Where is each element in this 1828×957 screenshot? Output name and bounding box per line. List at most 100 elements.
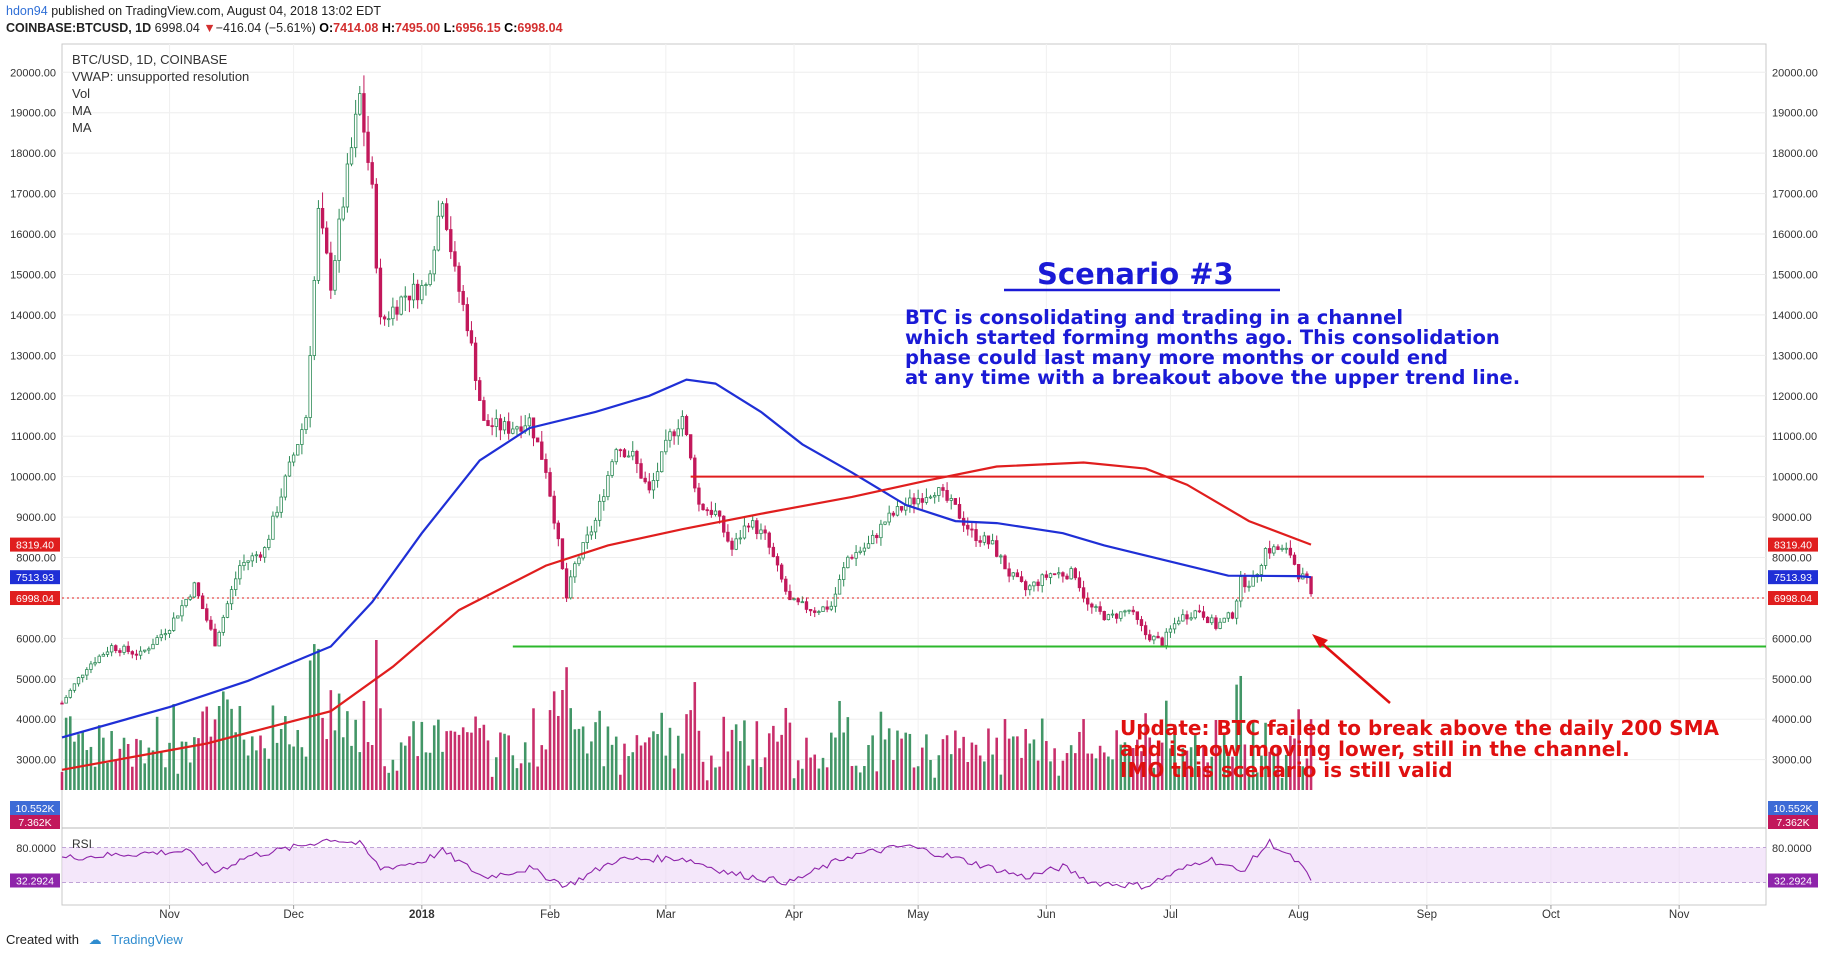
- volume-bar: [1235, 684, 1238, 790]
- volume-bar: [714, 767, 717, 790]
- volume-bar: [494, 757, 498, 790]
- candle-body: [1048, 573, 1053, 578]
- volume-bar: [970, 742, 974, 790]
- volume-bar: [751, 759, 754, 790]
- volume-bar: [441, 751, 444, 790]
- candle-body: [217, 631, 221, 647]
- candle-body: [85, 669, 89, 676]
- candle-body: [999, 555, 1003, 558]
- tradingview-link[interactable]: TradingView: [111, 932, 183, 947]
- volume-bar: [552, 691, 556, 790]
- candle-body: [846, 556, 850, 569]
- author-link[interactable]: hdon94: [6, 4, 48, 18]
- indicator-lines: [61, 378, 1766, 771]
- volume-bar: [701, 761, 705, 790]
- candle-body: [225, 603, 230, 618]
- volume-bar: [999, 774, 1003, 790]
- candle-body: [544, 459, 548, 473]
- candle-body: [109, 645, 114, 653]
- volume-bar: [801, 768, 804, 790]
- volume-bar: [222, 691, 225, 790]
- volume-bar: [180, 741, 184, 790]
- volume-bar: [412, 721, 415, 790]
- volume-bar: [321, 717, 324, 790]
- x-tick-label: Sep: [1417, 909, 1437, 921]
- candle-body: [436, 215, 441, 251]
- candle-body: [341, 206, 345, 220]
- candle-body: [515, 426, 519, 430]
- volume-bar: [515, 768, 519, 790]
- volume-bar: [978, 755, 982, 790]
- volume-bar: [569, 708, 573, 790]
- volume-bar: [1003, 719, 1007, 790]
- candle-body: [271, 515, 275, 540]
- candle-body: [246, 560, 250, 563]
- volume-bar: [1247, 776, 1251, 790]
- volume-bar: [147, 747, 151, 790]
- y-tick-label-right: 10000.00: [1772, 472, 1818, 484]
- volume-bar: [962, 736, 965, 790]
- x-tick-label: 2018: [409, 909, 435, 921]
- candle-body: [465, 304, 470, 332]
- candle-body: [72, 683, 77, 691]
- publish-info: published on TradingView.com, August 04,…: [51, 4, 382, 18]
- update-arrowhead: [1312, 634, 1328, 648]
- volume-bar: [238, 706, 242, 790]
- volume-bar: [1140, 751, 1143, 790]
- candle-body: [1052, 573, 1057, 576]
- ohlc-line: COINBASE:BTCUSD, 1D 6998.04 ▼−416.04 (−5…: [6, 21, 563, 35]
- x-tick-label: Jul: [1163, 909, 1178, 921]
- candle-body: [1234, 600, 1239, 619]
- grid: [62, 44, 1766, 905]
- candle-body: [469, 330, 474, 344]
- candle-body: [1086, 597, 1090, 605]
- volume-bar: [151, 750, 155, 790]
- candle-body: [1032, 581, 1036, 587]
- candle-body: [1019, 576, 1024, 582]
- volume-bar: [908, 733, 912, 790]
- candle-body: [581, 542, 585, 559]
- candle-body: [1077, 577, 1082, 589]
- volume-bar: [366, 742, 370, 790]
- legend-symbol: BTC/USD, 1D, COINBASE: [72, 52, 228, 67]
- rsi-pane: RSI 80.0000 80.0000 32.2924 32.2924: [10, 837, 1818, 890]
- close-value: 6998.04: [517, 21, 563, 35]
- volume-bar: [263, 748, 266, 790]
- volume-bar: [1053, 748, 1056, 790]
- volume-bar: [213, 719, 217, 790]
- volume-bar: [1020, 757, 1023, 790]
- candle-body: [722, 515, 726, 533]
- candle-body: [775, 556, 780, 566]
- candle-body: [1073, 568, 1077, 579]
- price-label-right: 7513.93: [1774, 572, 1812, 584]
- candle-body: [705, 509, 709, 512]
- volume-bar: [780, 734, 783, 790]
- volume-bar: [188, 762, 192, 790]
- volume-label-left-box: [10, 801, 60, 815]
- volume-label-right-box: [1768, 815, 1818, 829]
- candle-body: [171, 617, 176, 631]
- candle-body: [151, 643, 155, 650]
- candle-body: [416, 283, 420, 301]
- volume-bar: [854, 765, 858, 790]
- down-arrow-icon: ▼: [203, 21, 216, 35]
- candle-body: [502, 421, 507, 431]
- volume-bar: [941, 739, 945, 790]
- price-label-right-box: [1768, 570, 1818, 585]
- volume-bar: [681, 753, 684, 790]
- volume-bar: [697, 730, 701, 790]
- price-label-left-box: [10, 537, 60, 552]
- candle-body: [804, 601, 809, 610]
- candle-body: [68, 689, 72, 698]
- volume-bar: [126, 743, 130, 790]
- volume-bar: [598, 710, 601, 790]
- candle-body: [1114, 613, 1119, 619]
- volume-bar: [97, 725, 101, 790]
- candle-body: [796, 598, 800, 603]
- candle-body: [254, 554, 259, 557]
- volume-bar: [122, 737, 126, 790]
- y-tick-label-right: 9000.00: [1772, 512, 1812, 524]
- candle-body: [883, 521, 887, 525]
- volume-bar: [1222, 732, 1226, 790]
